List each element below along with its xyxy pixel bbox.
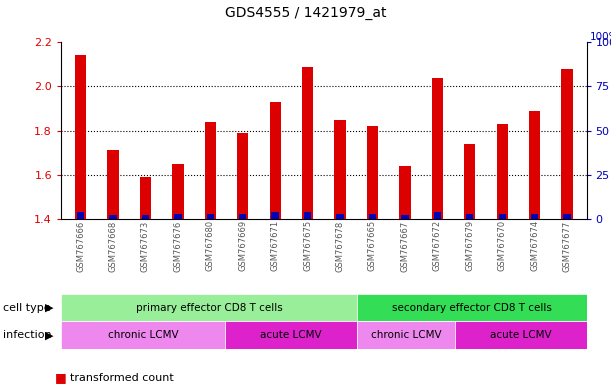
Bar [61, 294, 357, 321]
Bar [207, 214, 214, 219]
Bar [269, 102, 281, 219]
Bar [369, 214, 376, 219]
Bar [367, 126, 378, 219]
Text: transformed count: transformed count [70, 373, 174, 383]
Bar [464, 144, 475, 219]
Bar [531, 214, 538, 219]
Bar [357, 294, 587, 321]
Bar [174, 214, 181, 219]
Bar [140, 177, 151, 219]
Bar [499, 214, 506, 219]
Bar [302, 66, 313, 219]
Bar [401, 215, 409, 219]
Bar [75, 56, 86, 219]
Bar [337, 214, 344, 219]
Text: primary effector CD8 T cells: primary effector CD8 T cells [136, 303, 282, 313]
Bar [237, 133, 249, 219]
Text: ▶: ▶ [45, 330, 54, 340]
Bar [357, 321, 455, 349]
Bar [225, 321, 357, 349]
Bar [563, 214, 571, 219]
Bar [77, 212, 84, 219]
Bar [466, 214, 474, 219]
Bar [109, 215, 117, 219]
Bar [271, 212, 279, 219]
Bar [108, 151, 119, 219]
Bar [529, 111, 540, 219]
Text: GDS4555 / 1421979_at: GDS4555 / 1421979_at [225, 6, 386, 20]
Bar [497, 124, 508, 219]
Text: acute LCMV: acute LCMV [490, 330, 552, 340]
Bar [172, 164, 183, 219]
Bar [334, 119, 346, 219]
Text: chronic LCMV: chronic LCMV [108, 330, 178, 340]
Text: secondary effector CD8 T cells: secondary effector CD8 T cells [392, 303, 552, 313]
Bar [455, 321, 587, 349]
Bar [304, 212, 311, 219]
Bar [142, 215, 149, 219]
Text: ■: ■ [55, 371, 67, 384]
Bar [562, 69, 573, 219]
Text: chronic LCMV: chronic LCMV [371, 330, 441, 340]
Text: acute LCMV: acute LCMV [260, 330, 322, 340]
Bar [432, 78, 443, 219]
Bar [434, 212, 441, 219]
Bar [399, 166, 411, 219]
Bar [61, 321, 225, 349]
Text: ▶: ▶ [45, 303, 54, 313]
Bar [205, 122, 216, 219]
Text: infection: infection [3, 330, 52, 340]
Text: 100%: 100% [590, 32, 611, 42]
Text: cell type: cell type [3, 303, 51, 313]
Bar [239, 214, 246, 219]
